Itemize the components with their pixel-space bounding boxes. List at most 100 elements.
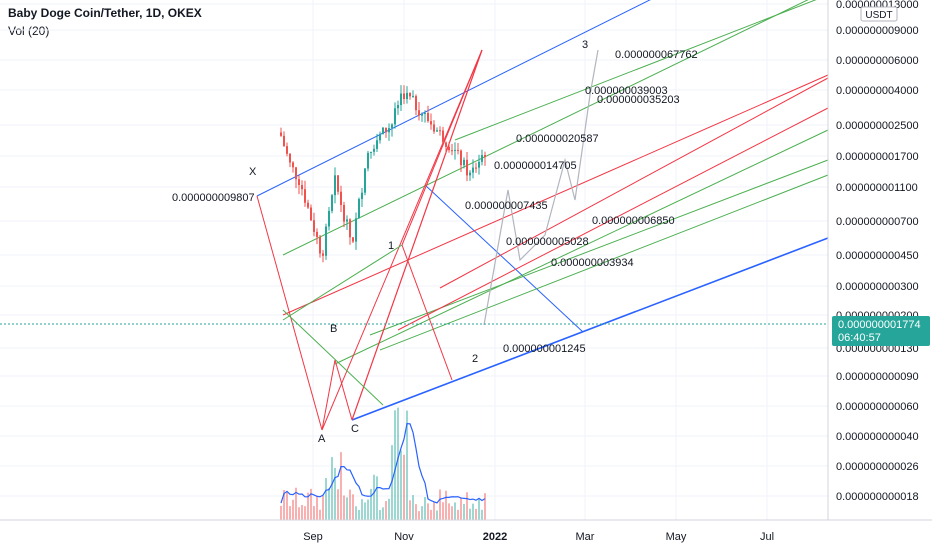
volume-bar — [427, 503, 429, 520]
candle-body — [448, 146, 450, 151]
volume-bar — [409, 500, 411, 520]
candle-body — [409, 92, 411, 97]
volume-bar — [352, 494, 354, 520]
volume-bar — [337, 489, 339, 520]
pitchfork-handle — [424, 184, 584, 333]
candle-body — [358, 199, 360, 219]
symbol-title[interactable]: Baby Doge Coin/Tether, 1D, OKEX — [8, 6, 202, 20]
volume-bar — [298, 507, 300, 520]
volume-bar — [460, 497, 462, 520]
candle-body — [436, 130, 438, 132]
fib-level-label: 0.000000009807 — [172, 192, 255, 204]
candle-body — [424, 112, 426, 115]
fib-level-label: 0.000000020587 — [516, 133, 599, 145]
volume-bar — [388, 498, 390, 520]
volume-bar — [376, 476, 378, 520]
candle-body — [439, 130, 441, 132]
volume-bar — [397, 407, 399, 520]
volume-indicator-label[interactable]: Vol (20) — [8, 24, 50, 38]
candle-body — [292, 162, 294, 168]
volume-bar — [349, 489, 351, 520]
bc-leg — [334, 359, 353, 421]
volume-bar — [454, 502, 456, 520]
volume-bar — [484, 493, 486, 520]
fib-level-label: 0.000000067762 — [615, 49, 698, 61]
currency-badge[interactable] — [860, 6, 898, 22]
candle-body — [478, 161, 480, 168]
pattern-point-label: C — [351, 423, 359, 435]
candle-body — [331, 195, 333, 211]
price-tick-label: 0.000000001100 — [836, 182, 918, 194]
candle-body — [442, 130, 444, 143]
volume-bar — [403, 454, 405, 520]
volume-bar — [361, 499, 363, 520]
last-price-tag[interactable] — [832, 316, 930, 346]
price-tick-label: 0.000000001700 — [836, 151, 919, 163]
pattern-point-label: A — [318, 433, 326, 445]
candle-body — [382, 127, 384, 134]
pattern-point-label: 3 — [582, 39, 588, 51]
c1-leg — [401, 244, 453, 381]
red-wedge — [401, 49, 483, 246]
candle-body — [328, 210, 330, 227]
candle-body — [310, 207, 312, 221]
volume-bar — [313, 506, 315, 520]
fib-level-label: 0.000000035203 — [597, 94, 680, 106]
candle-body — [325, 226, 327, 256]
volume-bar — [346, 497, 348, 520]
volume-bar — [466, 492, 468, 520]
candle-body — [430, 121, 432, 125]
time-axis-ticks[interactable]: Sep Nov 2022 Mar May Jul — [303, 531, 774, 543]
cd-leg — [351, 49, 483, 421]
volume-bar — [469, 508, 471, 520]
bar-countdown: 06:40:57 — [838, 332, 881, 344]
candle-body — [373, 148, 375, 152]
fork-red-line — [397, 107, 829, 331]
candle-body — [307, 202, 309, 208]
volume-bar — [418, 511, 420, 520]
candle-body — [475, 167, 477, 169]
xa-leg — [256, 195, 323, 431]
candle-body — [457, 149, 459, 151]
volume-bar — [478, 498, 480, 520]
candle-body — [394, 108, 396, 125]
candle-body — [280, 132, 282, 136]
price-tick-label: 0.000000000450 — [836, 250, 919, 262]
candle-body — [406, 92, 408, 99]
candle-body — [400, 93, 402, 106]
volume-bar — [343, 495, 345, 520]
ab-leg — [321, 359, 336, 431]
price-axis-bg[interactable] — [828, 0, 932, 520]
volume-bar — [328, 488, 330, 520]
volume-bar — [385, 501, 387, 520]
volume-bar — [283, 490, 285, 520]
a-leg — [321, 49, 483, 431]
candle-body — [340, 191, 342, 206]
candle-body — [427, 112, 429, 122]
candle-body — [301, 185, 303, 190]
volume-bar — [331, 457, 333, 520]
price-tick-label: 0.000000000018 — [836, 491, 919, 503]
price-tick-label: 0.000000002500 — [836, 120, 919, 132]
candle-body — [379, 133, 381, 141]
volume-bar — [400, 450, 402, 520]
candle-body — [388, 128, 390, 133]
volume-bar — [370, 488, 372, 520]
pitchfork-upper — [256, 0, 651, 197]
green-wedge-b — [282, 244, 403, 321]
candle-body — [334, 175, 336, 196]
volume-bars — [280, 407, 486, 520]
time-tick-label: May — [666, 531, 687, 543]
fork-red-line — [439, 77, 829, 289]
time-tick-label: Jul — [760, 531, 774, 543]
candle-body — [433, 124, 435, 132]
volume-bar — [430, 509, 432, 520]
volume-bar — [481, 509, 483, 520]
time-tick-label: Mar — [576, 531, 595, 543]
candle-body — [451, 150, 453, 152]
candle-body — [466, 159, 468, 176]
price-tick-label: 0.000000000060 — [836, 401, 919, 413]
pitchfork-lower — [351, 237, 829, 421]
volume-bar — [448, 503, 450, 520]
